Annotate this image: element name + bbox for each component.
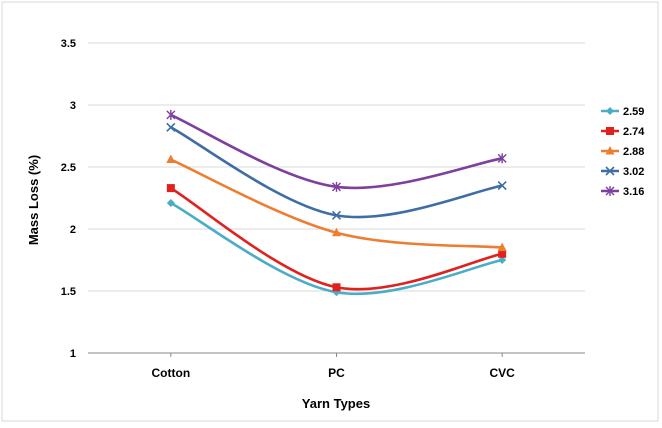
y-tick-label: 1 <box>70 348 76 360</box>
legend-label: 3.02 <box>623 166 644 178</box>
legend-label: 2.59 <box>623 106 644 118</box>
data-point-2.74 <box>498 249 507 258</box>
x-tick-label: PC <box>328 366 345 380</box>
y-tick-label: 2.5 <box>61 162 76 174</box>
data-point-2.59 <box>498 256 507 264</box>
data-point-3.16 <box>166 109 176 120</box>
x-axis-label: Yarn Types <box>302 396 370 411</box>
legend-marker-2.59 <box>606 107 614 115</box>
legend-label: 2.88 <box>623 146 644 158</box>
chart-border <box>1 1 659 422</box>
legend-marker-3.02 <box>605 166 615 176</box>
data-point-2.88 <box>166 154 176 164</box>
data-point-3.02 <box>166 122 176 132</box>
legend-marker-2.88 <box>605 146 615 155</box>
y-tick-label: 2 <box>70 224 76 236</box>
x-tick-label: CVC <box>489 366 515 380</box>
gridlines <box>88 42 585 292</box>
data-point-3.02-stroke <box>166 122 176 132</box>
y-tick-label: 1.5 <box>61 286 76 298</box>
legend-marker-3.02-stroke <box>605 166 615 176</box>
data-point-3.16 <box>497 153 507 164</box>
data-point-3.02 <box>497 181 507 191</box>
data-point-2.88 <box>497 242 507 252</box>
y-tick-label: 3.5 <box>61 38 76 50</box>
y-tick-label: 3 <box>70 100 76 112</box>
legend-label: 2.74 <box>623 126 645 138</box>
data-point-3.02 <box>331 210 342 220</box>
y-axis-label: Mass Loss (%) <box>26 155 41 245</box>
x-axis-ticks: Cotton PC CVC <box>152 353 515 380</box>
legend-marker-2.74 <box>606 127 614 135</box>
legend-label: 3.16 <box>623 186 644 198</box>
data-point-2.88 <box>332 227 341 237</box>
x-tick-label: Cotton <box>152 366 191 380</box>
series-lines <box>166 109 507 297</box>
data-point-2.74 <box>332 283 341 292</box>
data-point-3.16 <box>332 181 341 192</box>
data-point-3.02-stroke <box>497 181 507 191</box>
legend-marker-3.16 <box>605 186 615 196</box>
data-point-2.74 <box>166 184 175 193</box>
y-axis-ticks: 1 1.5 2 2.5 3 3.5 <box>61 38 76 360</box>
data-point-2.59 <box>166 198 175 207</box>
data-point-3.02-stroke <box>331 210 342 220</box>
legend: 2.59 2.74 2.88 3.02 3.16 <box>601 106 645 198</box>
